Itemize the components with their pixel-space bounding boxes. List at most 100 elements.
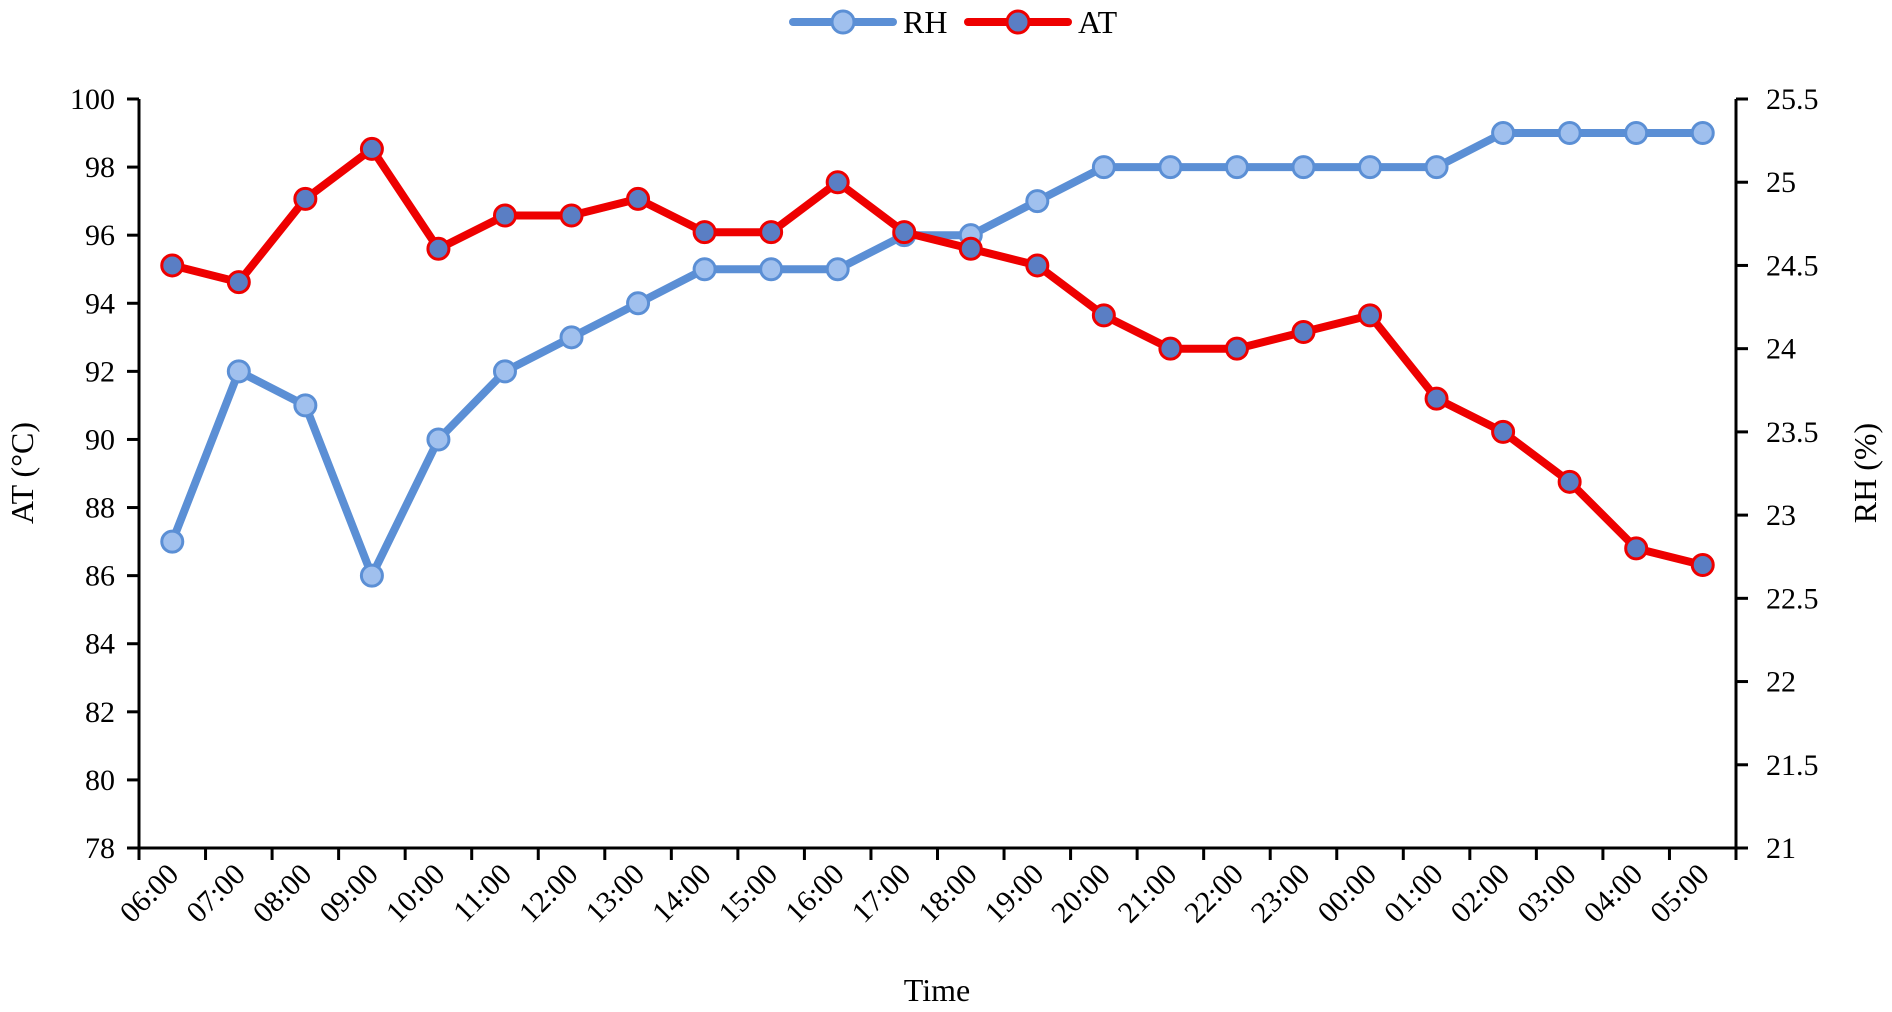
x-tick-label: 01:00 [1378,858,1450,930]
y-right-tick-label: 23 [1766,499,1796,532]
y-left-tick-label: 88 [85,492,115,525]
series-layer [160,121,1715,588]
series-at-point [559,203,584,228]
y-right-tick-label: 21 [1766,832,1796,865]
y-left-tick-label: 78 [85,832,115,865]
x-tick-label: 03:00 [1511,858,1583,930]
series-at-point [1291,320,1316,345]
axes [137,99,1738,850]
series-rh-point [1091,155,1116,180]
series-at-point [626,186,651,211]
x-tick-label: 00:00 [1311,858,1383,930]
series-at-point [1091,303,1116,328]
series-at-point [1424,386,1449,411]
series-at-point [1624,536,1649,561]
y-left-tick-label: 84 [85,628,115,661]
x-tick-label: 22:00 [1178,858,1250,930]
series-at-point [692,220,717,245]
x-tick-label: 21:00 [1112,858,1184,930]
y-right-tick-label: 21.5 [1766,749,1819,782]
series-at-point [1025,253,1050,278]
legend-rh-label: RH [903,4,947,40]
y-right-tick-label: 24 [1766,333,1796,366]
x-tick-label: 06:00 [114,858,186,930]
x-tick-label: 02:00 [1444,858,1516,930]
y-left-tick-label: 92 [85,355,115,388]
series-at-point [892,220,917,245]
series-rh-point [825,257,850,282]
series-rh-point [160,529,185,554]
x-tick-label: 12:00 [513,858,585,930]
series-at-point [293,186,318,211]
series-rh-point [1424,155,1449,180]
series-rh-point [1557,121,1582,146]
x-tick-label: 05:00 [1644,858,1716,930]
series-rh-point [559,325,584,350]
y-left-tick-label: 80 [85,764,115,797]
series-rh-point [293,393,318,418]
y-left-tick-label: 86 [85,560,115,593]
series-rh-point [1690,121,1715,146]
right-axis-ticks: 21 21.5 22 22.5 23 23.5 24 24.5 25 25.5 [1736,83,1819,865]
y-left-tick-label: 82 [85,696,115,729]
series-rh-line [168,129,1707,580]
y-right-axis-title: RH (%) [1847,423,1883,523]
series-at-point [1358,303,1383,328]
x-tick-label: 15:00 [712,858,784,930]
series-at-point [359,136,384,161]
series-at-point [426,236,451,261]
series-at-point [1158,336,1183,361]
x-axis-title: Time [904,972,970,1008]
x-tick-label: 08:00 [247,858,319,930]
series-at-point [1491,419,1516,444]
y-right-tick-label: 25.5 [1766,83,1819,116]
x-tick-label: 10:00 [380,858,452,930]
series-rh-point [692,257,717,282]
series-rh-point [1358,155,1383,180]
series-at-point [160,253,185,278]
x-tick-label: 07:00 [180,858,252,930]
x-tick-label: 23:00 [1245,858,1317,930]
x-tick-label: 11:00 [447,858,518,929]
series-rh [160,121,1715,588]
x-axis-ticks: 06:0007:0008:0009:0010:0011:0012:0013:00… [114,848,1738,930]
series-rh-point [1158,155,1183,180]
x-tick-label: 09:00 [313,858,385,930]
y-left-tick-label: 98 [85,151,115,184]
series-at-point [759,220,784,245]
legend-at-marker [1005,9,1031,35]
series-at-point [825,170,850,195]
series-at-point [492,203,517,228]
y-right-tick-label: 23.5 [1766,416,1819,449]
series-at-point [226,270,251,295]
y-right-tick-label: 22 [1766,666,1796,699]
y-right-tick-label: 22.5 [1766,582,1819,615]
series-rh-point [759,257,784,282]
legend-at-label: AT [1078,4,1118,40]
x-tick-label: 14:00 [646,858,718,930]
x-tick-label: 04:00 [1577,858,1649,930]
series-rh-point [492,359,517,384]
series-at-point [1557,469,1582,494]
y-left-tick-label: 100 [70,83,115,116]
y-left-tick-label: 90 [85,423,115,456]
legend-rh-marker [830,9,856,35]
y-left-axis-title: AT (°C) [4,422,40,524]
series-rh-point [1491,121,1516,146]
series-rh-point [1291,155,1316,180]
series-at-line [168,144,1707,569]
y-left-tick-label: 96 [85,219,115,252]
y-right-tick-label: 25 [1766,166,1796,199]
x-tick-label: 17:00 [846,858,918,930]
x-tick-label: 20:00 [1045,858,1117,930]
series-at [160,136,1715,578]
series-rh-point [1224,155,1249,180]
series-rh-point [426,427,451,452]
x-tick-label: 19:00 [979,858,1051,930]
x-tick-label: 18:00 [912,858,984,930]
left-axis-ticks: 78 80 82 84 86 88 90 92 94 96 98 100 [70,83,139,865]
x-tick-label: 16:00 [779,858,851,930]
series-at-point [1224,336,1249,361]
y-left-tick-label: 94 [85,287,115,320]
